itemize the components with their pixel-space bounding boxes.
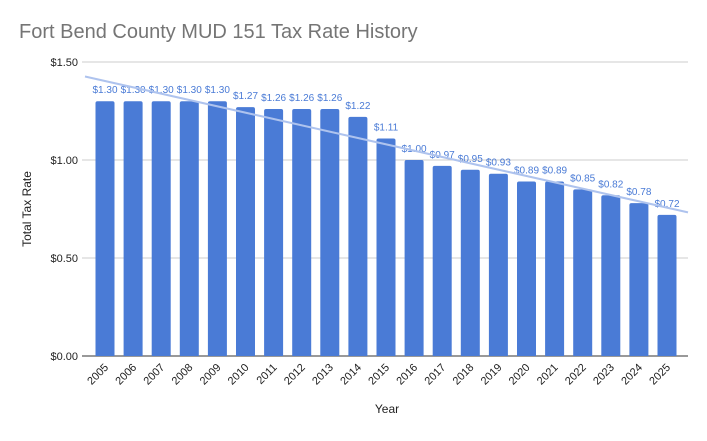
bar-2020: [517, 181, 536, 356]
x-tick-label: 2011: [255, 362, 280, 387]
bar-2023: [601, 195, 621, 356]
bar-2024: [629, 203, 649, 356]
data-label: $1.26: [261, 93, 286, 104]
x-tick-label: 2007: [142, 362, 168, 388]
x-tick-label: 2005: [85, 362, 111, 388]
x-tick-label: 2020: [507, 362, 533, 388]
x-tick-label: 2008: [170, 362, 196, 388]
data-label: $1.22: [345, 101, 370, 112]
y-tick-label: $0.50: [50, 253, 78, 265]
bar-2007: [151, 101, 171, 356]
data-label: $1.30: [149, 85, 174, 96]
chart-title: Fort Bend County MUD 151 Tax Rate Histor…: [19, 21, 418, 43]
y-tick-label: $1.00: [50, 155, 78, 167]
x-tick-label: 2018: [451, 362, 477, 388]
data-label: $1.30: [121, 85, 146, 96]
x-tick-label: 2017: [423, 362, 449, 388]
x-axis-title: Year: [375, 402, 399, 416]
bar-2014: [348, 116, 368, 356]
data-label: $1.30: [92, 85, 117, 96]
data-label: $0.97: [430, 150, 455, 161]
data-label: $0.82: [598, 179, 623, 190]
bar-2022: [573, 189, 593, 356]
bar-2010: [236, 107, 255, 356]
x-tick-label: 2022: [563, 362, 589, 388]
data-label: $1.26: [317, 93, 342, 104]
data-label: $1.00: [402, 144, 427, 155]
bar-2011: [264, 109, 284, 356]
data-label: $1.11: [374, 122, 399, 133]
x-tick-label: 2016: [394, 362, 420, 388]
bar-2017: [432, 165, 452, 356]
bar-2018: [460, 169, 480, 356]
data-label: $0.95: [458, 154, 483, 165]
x-tick-label: 2025: [647, 362, 673, 388]
x-tick-label: 2010: [226, 362, 252, 388]
bar-2009: [207, 101, 227, 356]
bar-2013: [320, 109, 340, 356]
x-tick-label: 2024: [619, 362, 645, 388]
data-label: $1.26: [289, 93, 314, 104]
y-tick-label: $1.50: [50, 57, 78, 69]
bar-2015: [376, 138, 396, 356]
bar-2012: [292, 109, 312, 356]
data-label: $1.30: [205, 85, 230, 96]
x-tick-label: 2023: [591, 362, 617, 388]
data-label: $0.93: [486, 158, 511, 169]
data-label: $1.30: [177, 85, 202, 96]
bar-2008: [179, 101, 199, 356]
data-label: $1.27: [233, 91, 258, 102]
x-tick-label: 2009: [198, 362, 224, 388]
x-tick-label: 2015: [366, 362, 392, 388]
data-label: $0.89: [514, 166, 539, 177]
bar-2016: [404, 160, 424, 356]
trendline: [84, 75, 689, 214]
x-tick-label: 2019: [479, 362, 505, 388]
bar-2021: [545, 181, 565, 356]
bar-2006: [123, 101, 143, 356]
y-tick-label: $0.00: [50, 351, 78, 363]
data-label: $0.72: [654, 199, 679, 210]
bar-2025: [657, 214, 677, 356]
x-tick-label: 2013: [310, 362, 336, 388]
x-tick-label: 2006: [113, 362, 139, 388]
x-tick-label: 2014: [338, 362, 364, 388]
x-tick-label: 2021: [535, 362, 561, 388]
y-axis-title: Total Tax Rate: [20, 171, 34, 247]
x-tick-label: 2012: [282, 362, 308, 388]
data-label: $0.85: [570, 173, 595, 184]
bar-2019: [488, 173, 508, 356]
data-label: $0.89: [542, 166, 567, 177]
data-label: $0.78: [626, 187, 651, 198]
bar-2005: [95, 101, 115, 356]
